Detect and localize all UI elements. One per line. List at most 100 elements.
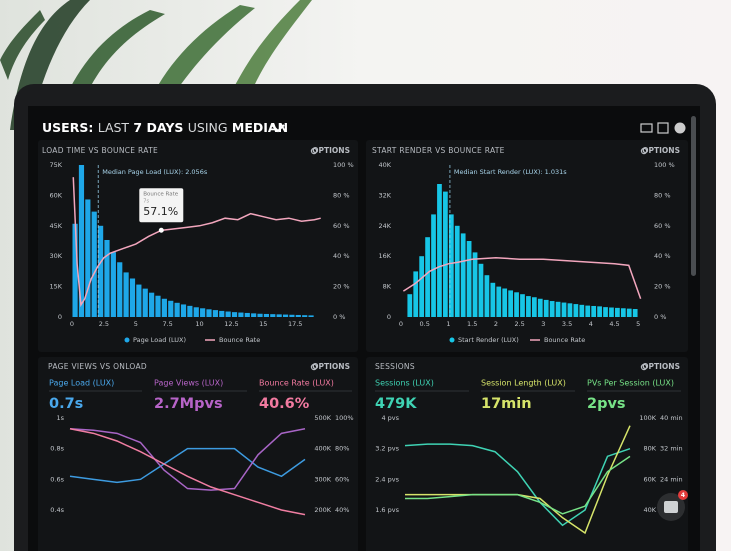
options-icon bbox=[640, 363, 648, 371]
chat-badge-count: 4 bbox=[681, 492, 685, 499]
bar bbox=[206, 309, 212, 317]
median-label: Median Start Render (LUX): 1.031s bbox=[454, 168, 567, 176]
bar bbox=[615, 307, 620, 317]
bar bbox=[448, 214, 454, 317]
bar bbox=[443, 191, 448, 317]
dashboard: USERS: LAST 7 DAYS USING MEDIAN LOAD TIM… bbox=[38, 116, 696, 551]
bar bbox=[231, 312, 238, 317]
tick-label: 60% bbox=[335, 475, 349, 483]
bar bbox=[460, 233, 466, 317]
bounce-line bbox=[72, 177, 321, 308]
bar bbox=[425, 237, 430, 317]
x-tick-label: 17.5 bbox=[288, 320, 302, 328]
bar bbox=[531, 297, 537, 317]
tick-label: 2.4 pvs bbox=[375, 475, 399, 483]
options-button[interactable]: OPTIONS bbox=[312, 362, 350, 371]
tick-label: 24 min bbox=[660, 475, 683, 483]
stat-value: 40.6% bbox=[259, 396, 310, 412]
bar bbox=[91, 211, 97, 317]
stat-value: 2pvs bbox=[587, 396, 626, 412]
series-line bbox=[69, 427, 306, 516]
bar bbox=[537, 298, 543, 317]
stat-label: Session Length (LUX) bbox=[481, 379, 566, 388]
x-tick-label: 2 bbox=[494, 320, 498, 328]
chat-button[interactable]: 4 bbox=[657, 490, 688, 521]
stat-value: 17min bbox=[481, 396, 532, 412]
x-tick-label: 4.5 bbox=[609, 320, 619, 328]
stat-value: 479K bbox=[375, 396, 417, 412]
bar bbox=[543, 299, 549, 317]
bar bbox=[555, 301, 561, 317]
tick-label: 100K bbox=[639, 414, 656, 422]
bar bbox=[295, 314, 301, 317]
bar bbox=[626, 308, 632, 317]
bar bbox=[136, 284, 142, 317]
options-button[interactable]: OPTIONS bbox=[642, 362, 680, 371]
export-icon[interactable] bbox=[657, 122, 669, 134]
bar bbox=[591, 305, 597, 317]
bar bbox=[490, 282, 496, 317]
bar bbox=[219, 310, 225, 317]
bar bbox=[419, 256, 425, 317]
bar bbox=[573, 304, 579, 317]
title-part: LAST bbox=[98, 120, 130, 135]
x-tick-label: 3 bbox=[541, 320, 545, 328]
y2-tick-label: 80 % bbox=[654, 191, 671, 199]
bar bbox=[585, 305, 591, 317]
bar bbox=[308, 315, 314, 317]
bar bbox=[212, 310, 218, 317]
legend-label: Page Load (LUX) bbox=[133, 336, 186, 344]
bar bbox=[104, 239, 110, 317]
tick-label: 4 pvs bbox=[381, 414, 399, 422]
series-line bbox=[69, 447, 306, 484]
x-tick-label: 12.5 bbox=[224, 320, 238, 328]
panel bbox=[38, 357, 358, 551]
options-icon bbox=[310, 147, 318, 155]
tooltip-box[interactable] bbox=[139, 188, 184, 223]
dropdown-chevron[interactable] bbox=[271, 124, 285, 133]
panel-title: SESSIONS bbox=[375, 362, 415, 371]
y-tick-label: 15K bbox=[49, 283, 62, 291]
scrollbar[interactable] bbox=[691, 116, 696, 276]
options-button[interactable]: OPTIONS bbox=[312, 146, 350, 155]
title-part: USERS: bbox=[42, 120, 93, 135]
bar bbox=[161, 298, 167, 317]
bar bbox=[437, 184, 442, 317]
bar bbox=[180, 304, 187, 317]
bar bbox=[174, 302, 180, 317]
tick-label: 200K bbox=[314, 506, 331, 514]
legend-label: Bounce Rate bbox=[219, 336, 260, 344]
bar bbox=[579, 304, 585, 317]
bar bbox=[472, 252, 478, 317]
panel-title: START RENDER VS BOUNCE RATE bbox=[372, 146, 505, 155]
y-tick-label: 40K bbox=[378, 161, 391, 169]
chat-badge bbox=[678, 490, 688, 500]
tick-label: 0.8s bbox=[50, 445, 64, 453]
tick-label: 60K bbox=[643, 475, 656, 483]
y2-tick-label: 20 % bbox=[654, 283, 671, 291]
x-tick-label: 5 bbox=[134, 320, 138, 328]
bar bbox=[110, 252, 116, 317]
bar bbox=[225, 311, 231, 317]
y-tick-label: 32K bbox=[378, 191, 391, 199]
bar bbox=[478, 263, 484, 317]
charts: LOAD TIME VS BOUNCE RATE OPTIONS015K30K45… bbox=[42, 146, 683, 535]
y-tick-label: 75K bbox=[49, 161, 62, 169]
bar bbox=[413, 271, 419, 317]
panel-title: LOAD TIME VS BOUNCE RATE bbox=[42, 146, 158, 155]
tick-label: 400K bbox=[314, 445, 331, 453]
y2-tick-label: 20 % bbox=[333, 283, 350, 291]
stat-label: Page Views (LUX) bbox=[154, 379, 223, 388]
bar bbox=[123, 272, 129, 317]
tooltip-subtitle: 7s bbox=[143, 199, 149, 205]
y-tick-label: 45K bbox=[49, 222, 62, 230]
bounce-line bbox=[402, 256, 642, 300]
options-button[interactable]: OPTIONS bbox=[642, 146, 680, 155]
help-icon[interactable] bbox=[674, 122, 686, 134]
stat-label: Bounce Rate (LUX) bbox=[259, 379, 334, 388]
bar bbox=[549, 301, 555, 317]
y-tick-label: 24K bbox=[378, 222, 391, 230]
monitor-icon[interactable] bbox=[640, 123, 653, 133]
stat-label: Sessions (LUX) bbox=[375, 379, 434, 388]
